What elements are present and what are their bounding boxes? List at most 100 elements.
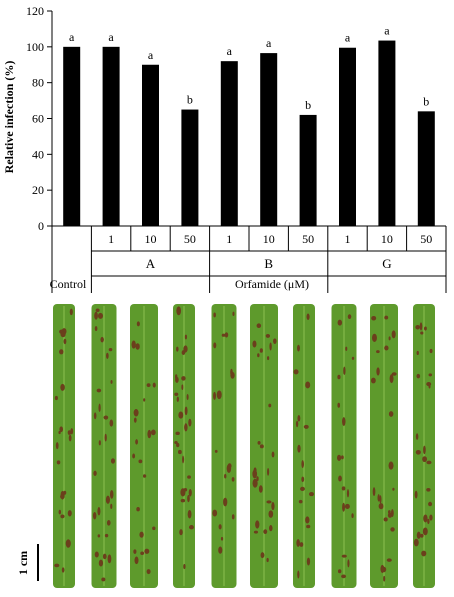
lesion-spot: [259, 444, 264, 449]
lesion-spot: [59, 426, 63, 433]
lesion-spot: [147, 429, 152, 439]
lesion-spot: [252, 469, 258, 479]
lesion-spot: [60, 331, 66, 338]
lesion-spot: [104, 533, 109, 538]
lesion-spot: [104, 433, 107, 442]
lesion-spot: [187, 475, 191, 479]
lesion-spot: [383, 517, 388, 522]
category-label: 10: [145, 232, 157, 246]
lesion-spot: [267, 467, 270, 476]
lesion-spot: [257, 441, 261, 445]
lesion-spot: [175, 376, 179, 383]
lesion-spot: [140, 551, 145, 555]
lesion-spot: [188, 489, 192, 497]
lesion-spot: [135, 343, 140, 350]
lesion-spot: [213, 342, 217, 349]
x-axis-title: Orfamide (μM): [235, 277, 309, 291]
lesion-spot: [132, 453, 136, 459]
lesion-spot: [387, 510, 391, 514]
lesion-spot: [136, 507, 140, 512]
lesion-spot: [303, 424, 309, 429]
y-tick-label: 80: [32, 76, 44, 90]
lesion-spot: [174, 392, 179, 396]
lesion-spot: [301, 476, 305, 483]
group-label: G: [382, 256, 391, 271]
lesion-spot: [105, 495, 110, 504]
lesion-spot: [342, 417, 346, 426]
lesion-spot: [55, 442, 59, 450]
lesion-spot: [377, 494, 380, 502]
lesion-spot: [183, 345, 188, 353]
lesion-spot: [423, 514, 428, 523]
category-label: 1: [226, 232, 232, 246]
lesion-spot: [184, 406, 188, 416]
group-label: A: [146, 256, 156, 271]
lesion-spot: [226, 464, 232, 473]
lesion-spot: [416, 373, 421, 379]
lesion-spot: [186, 394, 189, 401]
y-tick-label: 40: [32, 147, 44, 161]
lesion-spot: [391, 372, 397, 376]
lesion-spot: [347, 559, 350, 568]
lesion-spot: [133, 549, 137, 554]
leaf-photos: [53, 304, 435, 588]
lesion-spot: [296, 539, 300, 547]
lesion-spot: [109, 419, 114, 427]
lesion-spot: [266, 557, 269, 563]
lesion-spot: [426, 487, 431, 492]
group-label: B: [264, 256, 273, 271]
bar: [299, 114, 317, 226]
lesion-spot: [146, 383, 151, 388]
significance-letter: a: [227, 44, 233, 58]
lesion-spot: [271, 451, 275, 458]
lesion-spot: [420, 533, 424, 538]
lesion-spot: [60, 494, 65, 499]
lesion-spot: [136, 321, 140, 327]
lesion-spot: [218, 524, 222, 530]
lesion-spot: [306, 557, 311, 566]
lesion-spot: [427, 518, 430, 525]
lesion-spot: [232, 311, 235, 317]
lesion-spot: [138, 459, 143, 464]
lesion-spot: [269, 342, 272, 351]
lesion-spot: [384, 315, 389, 320]
lesion-spot: [223, 497, 228, 507]
bar: [63, 46, 81, 227]
lesion-spot: [386, 558, 392, 562]
lesion-spot: [376, 350, 380, 354]
lesion-spot: [94, 326, 98, 332]
significance-letter: b: [187, 93, 193, 107]
lesion-spot: [139, 531, 144, 538]
lesion-spot: [305, 516, 310, 524]
category-label: 50: [184, 232, 196, 246]
lesion-spot: [108, 347, 113, 352]
lesion-spot: [299, 542, 304, 547]
lesion-spot: [56, 460, 61, 465]
lesion-spot: [269, 525, 273, 532]
lesion-spot: [221, 333, 226, 337]
lesion-spot: [152, 382, 156, 388]
bar: [181, 109, 199, 226]
lesion-spot: [415, 449, 421, 455]
lesion-spot: [414, 490, 418, 499]
lesion-spot: [415, 324, 421, 330]
lesion-spot: [110, 503, 113, 509]
bar: [220, 61, 238, 226]
lesion-spot: [300, 486, 305, 491]
lesion-spot: [98, 440, 101, 446]
lesion-spot: [58, 430, 61, 435]
lesion-spot: [131, 340, 136, 349]
lesion-spot: [184, 334, 188, 340]
lesion-spot: [176, 306, 182, 316]
lesion-spot: [306, 524, 311, 529]
lesion-spot: [337, 402, 341, 408]
lesion-spot: [429, 348, 433, 354]
lesion-spot: [428, 373, 433, 377]
bar: [378, 40, 396, 226]
lesion-spot: [345, 346, 348, 351]
lesion-spot: [351, 513, 354, 519]
scale-bar-label: 1 cm: [16, 551, 30, 575]
lesion-spot: [297, 344, 300, 352]
lesion-spot: [182, 455, 185, 464]
significance-letter: a: [108, 30, 114, 44]
